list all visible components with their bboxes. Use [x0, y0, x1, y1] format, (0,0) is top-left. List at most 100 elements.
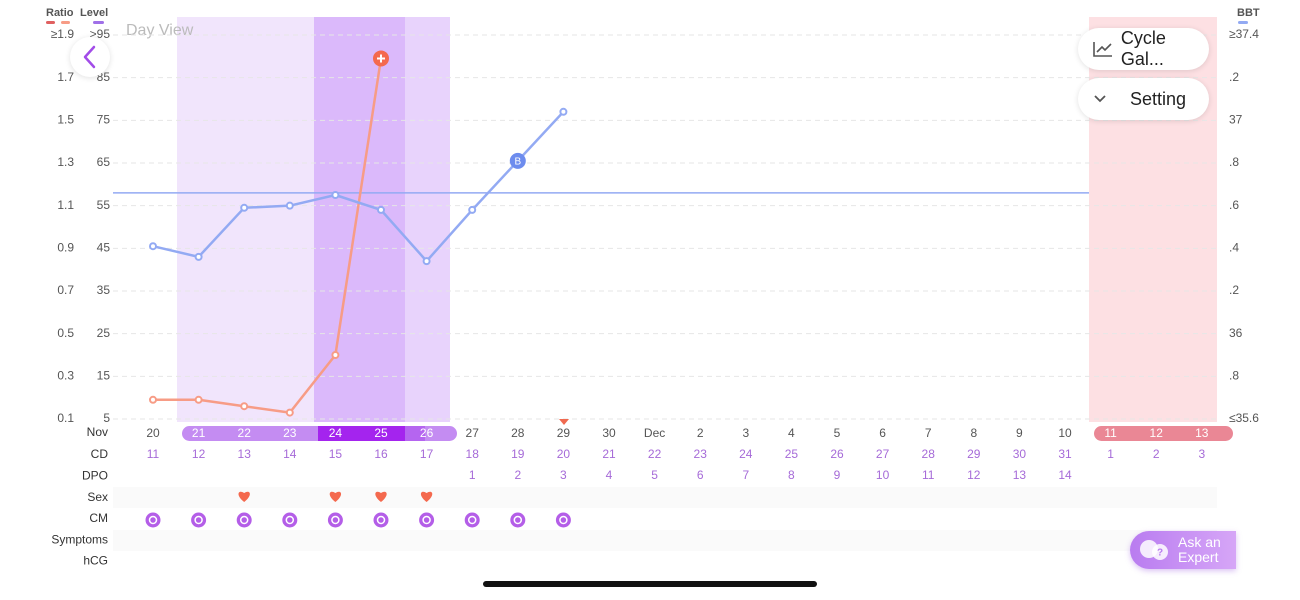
level-legend-swatch [93, 21, 104, 24]
fertile-shade [405, 17, 450, 422]
level-tick-label: 15 [97, 369, 111, 383]
series-line [152, 110, 565, 263]
row-label: DPO [82, 468, 108, 482]
cm-icon-inner [559, 515, 568, 525]
y2-tick-label: ≤35.6 [1229, 411, 1259, 425]
level-tick-label: 55 [97, 198, 111, 212]
cm-icon-inner [513, 515, 523, 525]
cd-label: 21 [602, 447, 616, 461]
y-tick-label: 0.9 [57, 241, 74, 255]
sex-heart [238, 491, 250, 502]
cm-icon [327, 512, 343, 528]
date-label: 29 [557, 426, 571, 440]
data-point [331, 351, 340, 359]
cd-label: 3 [1198, 447, 1205, 461]
setting-label: Setting [1130, 88, 1187, 109]
dpo-label: 4 [606, 468, 613, 482]
data-point [194, 395, 203, 404]
date-label: 25 [374, 426, 388, 440]
dpo-label: 12 [967, 468, 981, 482]
cm-icon-inner [194, 515, 203, 525]
y2-tick-label: .8 [1229, 369, 1239, 383]
y-tick-label: 0.5 [57, 326, 74, 340]
date-label: 7 [925, 426, 932, 440]
y2-tick-label: 37 [1229, 113, 1243, 127]
cm-icon-inner [331, 515, 340, 525]
date-label: 9 [1016, 426, 1023, 440]
level-tick-label: 65 [97, 155, 111, 169]
date-label: 8 [970, 426, 977, 440]
data-point [422, 257, 431, 266]
data-point [149, 395, 157, 404]
cm-icon-inner [376, 515, 386, 525]
cd-label: 19 [511, 447, 525, 461]
date-label: 21 [192, 426, 206, 440]
series-line [153, 58, 383, 414]
ratio-legend-swatch [61, 21, 70, 24]
cd-label: 14 [283, 447, 297, 461]
expert-button[interactable]: ? Ask an Expert [1130, 531, 1236, 569]
date-label: 30 [602, 426, 616, 440]
dpo-label: 14 [1058, 468, 1072, 482]
cm-icon [419, 512, 435, 528]
home-indicator [483, 581, 817, 587]
bbt-marker-label: B [514, 157, 521, 168]
data-point [285, 201, 294, 210]
cm-icon [282, 512, 298, 528]
y-tick-label: 0.3 [57, 369, 74, 383]
y2-tick-label: .2 [1229, 283, 1239, 297]
dpo-label: 9 [834, 468, 841, 482]
cd-label: 26 [830, 447, 844, 461]
level-tick-label: 5 [103, 411, 110, 425]
date-label: Dec [644, 426, 665, 440]
cd-label: 27 [876, 447, 890, 461]
cycle-button[interactable]: Cycle Gal... [1078, 28, 1209, 70]
cd-label: 24 [739, 447, 753, 461]
cycle-icon [1093, 42, 1112, 57]
cycle-label: Cycle Gal... [1120, 28, 1166, 69]
y2-tick-label: .8 [1229, 155, 1239, 169]
row-stripe [113, 530, 1217, 551]
back-button[interactable] [70, 37, 110, 77]
cm-icon [555, 512, 571, 528]
bbt-legend-swatch [1238, 21, 1248, 24]
cm-icon-inner [239, 515, 249, 525]
cm-icon [464, 512, 480, 528]
setting-button[interactable]: Setting [1078, 78, 1209, 120]
y-tick-label: 1.7 [57, 70, 74, 84]
expert-icon: ? [1140, 540, 1168, 560]
cd-label: 18 [466, 447, 480, 461]
level-tick-label: 45 [97, 241, 111, 255]
row-label: Symptoms [51, 532, 108, 546]
data-point [194, 252, 203, 261]
sex-heart [420, 491, 433, 502]
cd-label: 30 [1013, 447, 1027, 461]
date-label: 10 [1058, 426, 1072, 440]
setting-icon [1094, 95, 1106, 103]
expert-label: Ask an Expert [1178, 534, 1221, 565]
date-pill [1094, 426, 1233, 441]
bbt-marker [509, 152, 526, 169]
date-label: 6 [879, 426, 886, 440]
date-label: 26 [420, 426, 434, 440]
date-label: 11 [1104, 426, 1117, 440]
data-point [377, 205, 385, 214]
dpo-label: 10 [876, 468, 890, 482]
date-label: 2 [697, 426, 704, 440]
cm-icon [373, 512, 389, 528]
legend-label: Level [80, 7, 108, 19]
legend-label: Ratio [46, 7, 74, 19]
cd-label: 25 [785, 447, 799, 461]
cm-icon-inner [285, 515, 295, 525]
dpo-label: 6 [697, 468, 704, 482]
y-tick-label: 0.7 [57, 283, 74, 297]
date-label: 5 [834, 426, 841, 440]
y2-tick-label: .2 [1229, 70, 1239, 84]
row-label: CD [91, 447, 109, 461]
data-point [468, 205, 477, 214]
cd-label: 12 [192, 447, 206, 461]
date-label: 13 [1195, 426, 1209, 440]
row-label: CM [89, 511, 108, 525]
sex-heart [375, 491, 387, 502]
